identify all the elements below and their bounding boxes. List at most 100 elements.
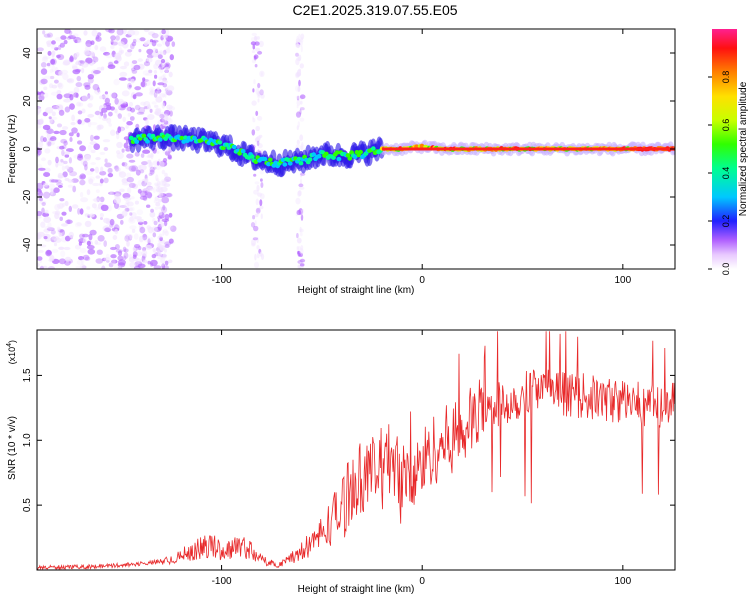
noise-blob xyxy=(165,192,173,198)
noise-blob xyxy=(46,140,50,148)
noise-blob xyxy=(97,87,100,93)
stripe-blob xyxy=(259,89,264,96)
x-tick-label: 0 xyxy=(419,275,425,286)
noise-blob xyxy=(100,166,104,172)
colorbar-gradient xyxy=(712,29,737,269)
noise-blob xyxy=(110,246,117,251)
noise-blob xyxy=(50,44,57,50)
noise-blob xyxy=(164,150,170,156)
stripe-blob xyxy=(296,209,302,216)
stripe-blob xyxy=(154,91,158,95)
noise-blob xyxy=(124,203,130,208)
noise-blob xyxy=(147,159,152,164)
noise-blob xyxy=(98,112,102,120)
noise-blob xyxy=(105,253,110,260)
noise-blob xyxy=(53,130,60,135)
noise-blob xyxy=(137,188,142,194)
noise-blob xyxy=(142,195,148,201)
stripe-blob xyxy=(160,58,166,64)
stripe-blob xyxy=(295,95,301,99)
stripe-blob xyxy=(156,90,161,95)
stripe-blob xyxy=(296,237,302,244)
noise-blob xyxy=(68,30,73,35)
noise-blob xyxy=(69,171,78,177)
noise-blob xyxy=(135,258,142,263)
noise-blob xyxy=(106,259,110,263)
noise-blob xyxy=(132,251,138,258)
ridge-core xyxy=(134,139,140,144)
noise-blob xyxy=(129,212,133,216)
noise-blob xyxy=(129,225,137,230)
noise-blob xyxy=(167,37,173,43)
noise-blob xyxy=(148,172,153,176)
noise-blob xyxy=(61,165,65,171)
ridge-core xyxy=(320,150,326,155)
stripe-blob xyxy=(296,99,301,106)
noise-blob xyxy=(165,242,171,248)
noise-blob xyxy=(119,188,125,193)
stripe-blob xyxy=(298,183,304,188)
ridge-core xyxy=(231,144,237,150)
noise-blob xyxy=(63,39,68,45)
stripe-blob xyxy=(255,88,260,95)
noise-blob xyxy=(133,233,139,240)
noise-blob xyxy=(56,90,62,95)
noise-blob xyxy=(50,229,56,235)
stripe-blob xyxy=(161,29,166,35)
noise-blob xyxy=(74,53,80,58)
noise-blob xyxy=(47,50,52,56)
noise-blob xyxy=(65,219,73,225)
noise-blob xyxy=(84,43,92,48)
stripe-blob xyxy=(161,169,166,175)
noise-blob xyxy=(83,30,88,36)
noise-blob xyxy=(103,217,110,224)
stripe-blob xyxy=(296,111,301,117)
noise-blob xyxy=(153,91,158,98)
colorbar-tick-label: 0.4 xyxy=(721,167,731,180)
y-tick-label: 40 xyxy=(22,47,33,59)
y-tick-label: 0.5 xyxy=(22,498,33,512)
stripe-blob xyxy=(163,79,167,83)
noise-blob xyxy=(116,152,124,159)
noise-blob xyxy=(62,73,69,80)
noise-blob xyxy=(54,204,61,211)
noise-blob xyxy=(79,60,86,64)
stripe-blob xyxy=(159,113,165,119)
noise-blob xyxy=(64,151,71,155)
noise-blob xyxy=(89,229,97,236)
noise-blob xyxy=(71,127,78,134)
noise-blob xyxy=(113,197,122,204)
stripe-blob xyxy=(259,199,263,207)
noise-blob xyxy=(58,202,65,209)
noise-blob xyxy=(55,162,59,168)
noise-blob xyxy=(115,35,120,41)
noise-blob xyxy=(118,171,127,178)
noise-blob xyxy=(161,196,170,204)
stripe-blob xyxy=(255,110,259,116)
stripe-blob xyxy=(160,75,166,81)
noise-blob xyxy=(87,93,91,99)
noise-blob xyxy=(45,139,51,146)
stripe-blob xyxy=(157,252,162,258)
noise-blob xyxy=(164,176,172,182)
stripe-blob xyxy=(253,79,256,85)
ridge-core xyxy=(358,149,363,155)
noise-blob xyxy=(125,200,130,205)
stripe-blob xyxy=(299,258,306,263)
noise-blob xyxy=(43,167,51,173)
noise-blob xyxy=(145,72,153,76)
stripe-blob xyxy=(154,111,158,115)
noise-blob xyxy=(152,187,156,194)
noise-blob xyxy=(162,158,168,163)
noise-blob xyxy=(72,185,77,193)
noise-blob xyxy=(120,219,124,225)
noise-blob xyxy=(168,106,176,111)
noise-blob xyxy=(120,103,129,108)
stripe-blob xyxy=(256,237,259,243)
y-tick-label: 0 xyxy=(22,146,33,152)
noise-blob xyxy=(125,233,133,240)
noise-blob xyxy=(37,196,42,201)
stripe-blob xyxy=(300,33,305,40)
snr-x-axis-label: Height of straight line (km) xyxy=(298,584,415,595)
noise-blob xyxy=(123,248,129,253)
